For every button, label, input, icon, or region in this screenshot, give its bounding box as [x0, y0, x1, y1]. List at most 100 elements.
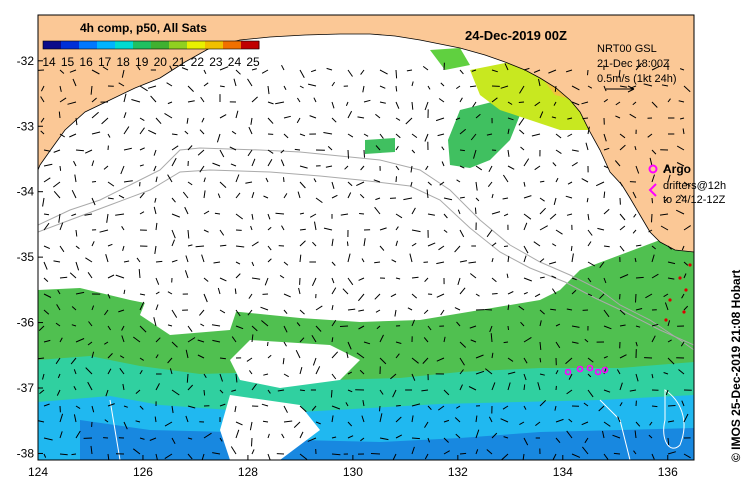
current-arrow — [123, 421, 128, 430]
current-arrow — [459, 369, 464, 375]
current-arrow — [379, 357, 387, 365]
current-arrow — [219, 66, 229, 71]
current-arrow — [374, 293, 381, 300]
current-arrow — [507, 382, 511, 391]
current-arrow — [629, 389, 637, 392]
current-arrow — [379, 69, 388, 75]
current-arrow — [683, 413, 689, 423]
current-arrow — [523, 277, 532, 282]
current-arrow — [150, 95, 157, 103]
current-arrow — [456, 85, 461, 90]
current-arrow — [633, 213, 637, 218]
current-arrow — [283, 261, 289, 266]
current-arrow — [475, 181, 478, 191]
current-arrow — [473, 149, 477, 159]
current-arrow — [632, 191, 637, 199]
current-arrow — [53, 260, 61, 263]
current-arrow — [459, 97, 463, 103]
current-arrow — [356, 352, 365, 359]
current-arrow — [139, 85, 148, 92]
current-arrow — [587, 213, 590, 221]
current-arrow — [299, 337, 305, 343]
current-arrow — [539, 111, 544, 119]
current-arrow — [488, 165, 493, 173]
current-arrow — [91, 97, 97, 103]
current-arrow — [411, 357, 419, 364]
current-arrow — [520, 321, 525, 327]
current-arrow — [581, 421, 589, 426]
current-arrow — [282, 357, 285, 365]
current-arrow — [587, 126, 590, 135]
current-arrow — [283, 325, 288, 333]
current-arrow — [603, 147, 610, 151]
current-arrow — [507, 165, 515, 170]
current-arrow — [411, 373, 416, 381]
current-arrow — [99, 229, 109, 233]
current-arrow — [38, 420, 45, 423]
current-arrow — [503, 436, 509, 439]
current-arrow — [410, 165, 413, 173]
current-arrow — [548, 69, 557, 74]
current-arrow — [203, 190, 206, 199]
current-arrow — [139, 127, 145, 135]
current-arrow — [538, 78, 541, 87]
current-arrow — [148, 129, 157, 135]
current-arrow — [139, 211, 145, 215]
colorbar-tick-label: 22 — [191, 55, 205, 69]
argo-floats — [564, 364, 609, 376]
current-arrow — [251, 437, 253, 447]
current-arrow — [603, 208, 610, 215]
current-arrow — [438, 245, 445, 251]
current-arrow — [603, 85, 607, 92]
current-arrow — [411, 229, 421, 233]
current-arrow — [251, 192, 255, 199]
current-arrow — [651, 245, 657, 250]
current-arrow — [203, 293, 208, 303]
current-arrow — [523, 67, 530, 71]
current-arrow — [500, 418, 509, 423]
current-arrow — [667, 339, 672, 343]
current-arrow — [537, 382, 541, 391]
current-arrow — [251, 96, 258, 103]
current-arrow — [200, 323, 205, 327]
current-arrow — [571, 101, 580, 106]
current-arrow — [299, 165, 308, 169]
current-arrow — [235, 192, 241, 199]
current-arrow — [275, 101, 285, 105]
current-arrow — [491, 382, 496, 391]
current-arrow — [571, 453, 581, 458]
current-arrow — [581, 178, 589, 183]
x-tick-label: 124 — [28, 465, 48, 479]
current-arrow — [138, 269, 141, 279]
current-arrow — [523, 384, 526, 391]
current-arrow — [91, 241, 95, 247]
colorbar-swatch — [61, 41, 80, 49]
current-arrow — [379, 334, 384, 343]
colorbar-swatch — [241, 41, 260, 49]
current-arrow — [69, 133, 77, 138]
current-arrow — [405, 117, 413, 125]
current-vectors — [38, 62, 692, 460]
current-arrow — [539, 276, 545, 279]
drifter-line-2: to 24/12-12Z — [663, 194, 726, 206]
current-arrow — [107, 243, 113, 247]
current-arrow — [619, 382, 623, 391]
current-arrow — [358, 277, 365, 281]
current-arrow — [91, 111, 99, 119]
current-arrow — [247, 309, 253, 316]
current-arrow — [680, 341, 685, 347]
current-arrow — [411, 403, 421, 407]
current-arrow — [599, 293, 605, 300]
current-arrow — [118, 82, 125, 87]
current-arrow — [59, 431, 63, 439]
current-arrow — [169, 368, 173, 375]
current-arrow — [299, 405, 307, 413]
current-arrow — [456, 179, 461, 183]
current-arrow — [411, 101, 414, 110]
current-arrow — [155, 304, 159, 311]
current-arrow — [199, 129, 205, 135]
current-arrow — [75, 229, 78, 237]
current-arrow — [347, 149, 349, 159]
current-arrow — [212, 339, 221, 343]
